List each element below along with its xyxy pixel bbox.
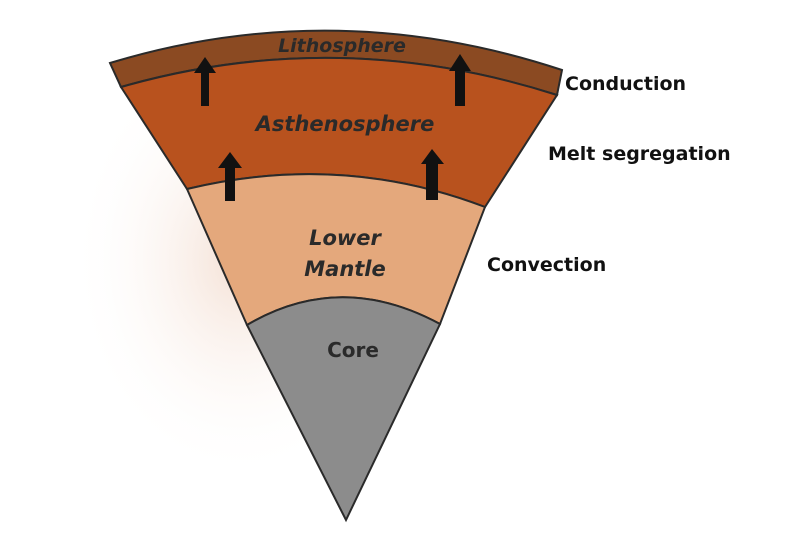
heat-flow-arrows [194, 54, 471, 201]
up-arrow-icon [218, 152, 242, 201]
asthenosphere-label: Asthenosphere [254, 112, 435, 136]
lithosphere-label: Lithosphere [278, 35, 406, 57]
up-arrow-icon [449, 54, 471, 106]
core-region [245, 296, 442, 523]
melt-segregation-label: Melt segregation [548, 143, 731, 165]
up-arrow-icon [194, 57, 216, 106]
lower-mantle-label-line1: Lower [309, 226, 382, 250]
lower-mantle-label-line2: Mantle [304, 257, 386, 281]
conduction-label: Conduction [565, 73, 686, 95]
core-label: Core [327, 338, 379, 362]
convection-label: Convection [487, 254, 606, 276]
up-arrow-icon [421, 149, 444, 200]
